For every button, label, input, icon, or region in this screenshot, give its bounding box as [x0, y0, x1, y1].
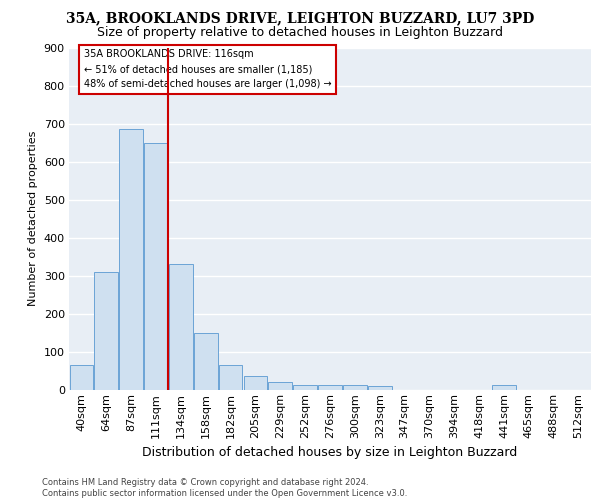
Bar	[169, 264, 193, 390]
Text: Size of property relative to detached houses in Leighton Buzzard: Size of property relative to detached ho…	[97, 26, 503, 39]
Bar	[268, 382, 292, 390]
Bar	[244, 376, 267, 390]
Bar	[318, 386, 342, 390]
Y-axis label: Number of detached properties: Number of detached properties	[28, 131, 38, 306]
Text: 35A BROOKLANDS DRIVE: 116sqm
← 51% of detached houses are smaller (1,185)
48% of: 35A BROOKLANDS DRIVE: 116sqm ← 51% of de…	[84, 50, 332, 89]
Bar	[119, 130, 143, 390]
Bar	[219, 366, 242, 390]
Bar	[94, 272, 118, 390]
Text: 35A, BROOKLANDS DRIVE, LEIGHTON BUZZARD, LU7 3PD: 35A, BROOKLANDS DRIVE, LEIGHTON BUZZARD,…	[66, 11, 534, 25]
X-axis label: Distribution of detached houses by size in Leighton Buzzard: Distribution of detached houses by size …	[142, 446, 518, 459]
Bar	[194, 333, 218, 390]
Bar	[492, 386, 516, 390]
Bar	[368, 386, 392, 390]
Bar	[70, 366, 93, 390]
Bar	[293, 386, 317, 390]
Bar	[144, 142, 168, 390]
Text: Contains HM Land Registry data © Crown copyright and database right 2024.
Contai: Contains HM Land Registry data © Crown c…	[42, 478, 407, 498]
Bar	[343, 386, 367, 390]
